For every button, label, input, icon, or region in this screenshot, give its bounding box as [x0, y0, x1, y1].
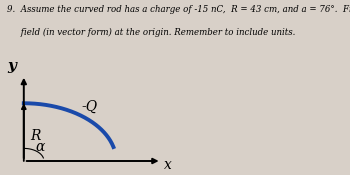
Text: x: x: [164, 158, 172, 172]
Text: α: α: [36, 140, 45, 154]
Text: R: R: [30, 129, 41, 143]
Text: -Q: -Q: [82, 100, 98, 114]
Text: field (in vector form) at the origin. Remember to include units.: field (in vector form) at the origin. Re…: [7, 28, 295, 37]
Text: y: y: [8, 59, 16, 73]
Text: 9.  Assume the curved rod has a charge of -15 nC,  R = 43 cm, and a = 76°.  Find: 9. Assume the curved rod has a charge of…: [7, 5, 350, 14]
